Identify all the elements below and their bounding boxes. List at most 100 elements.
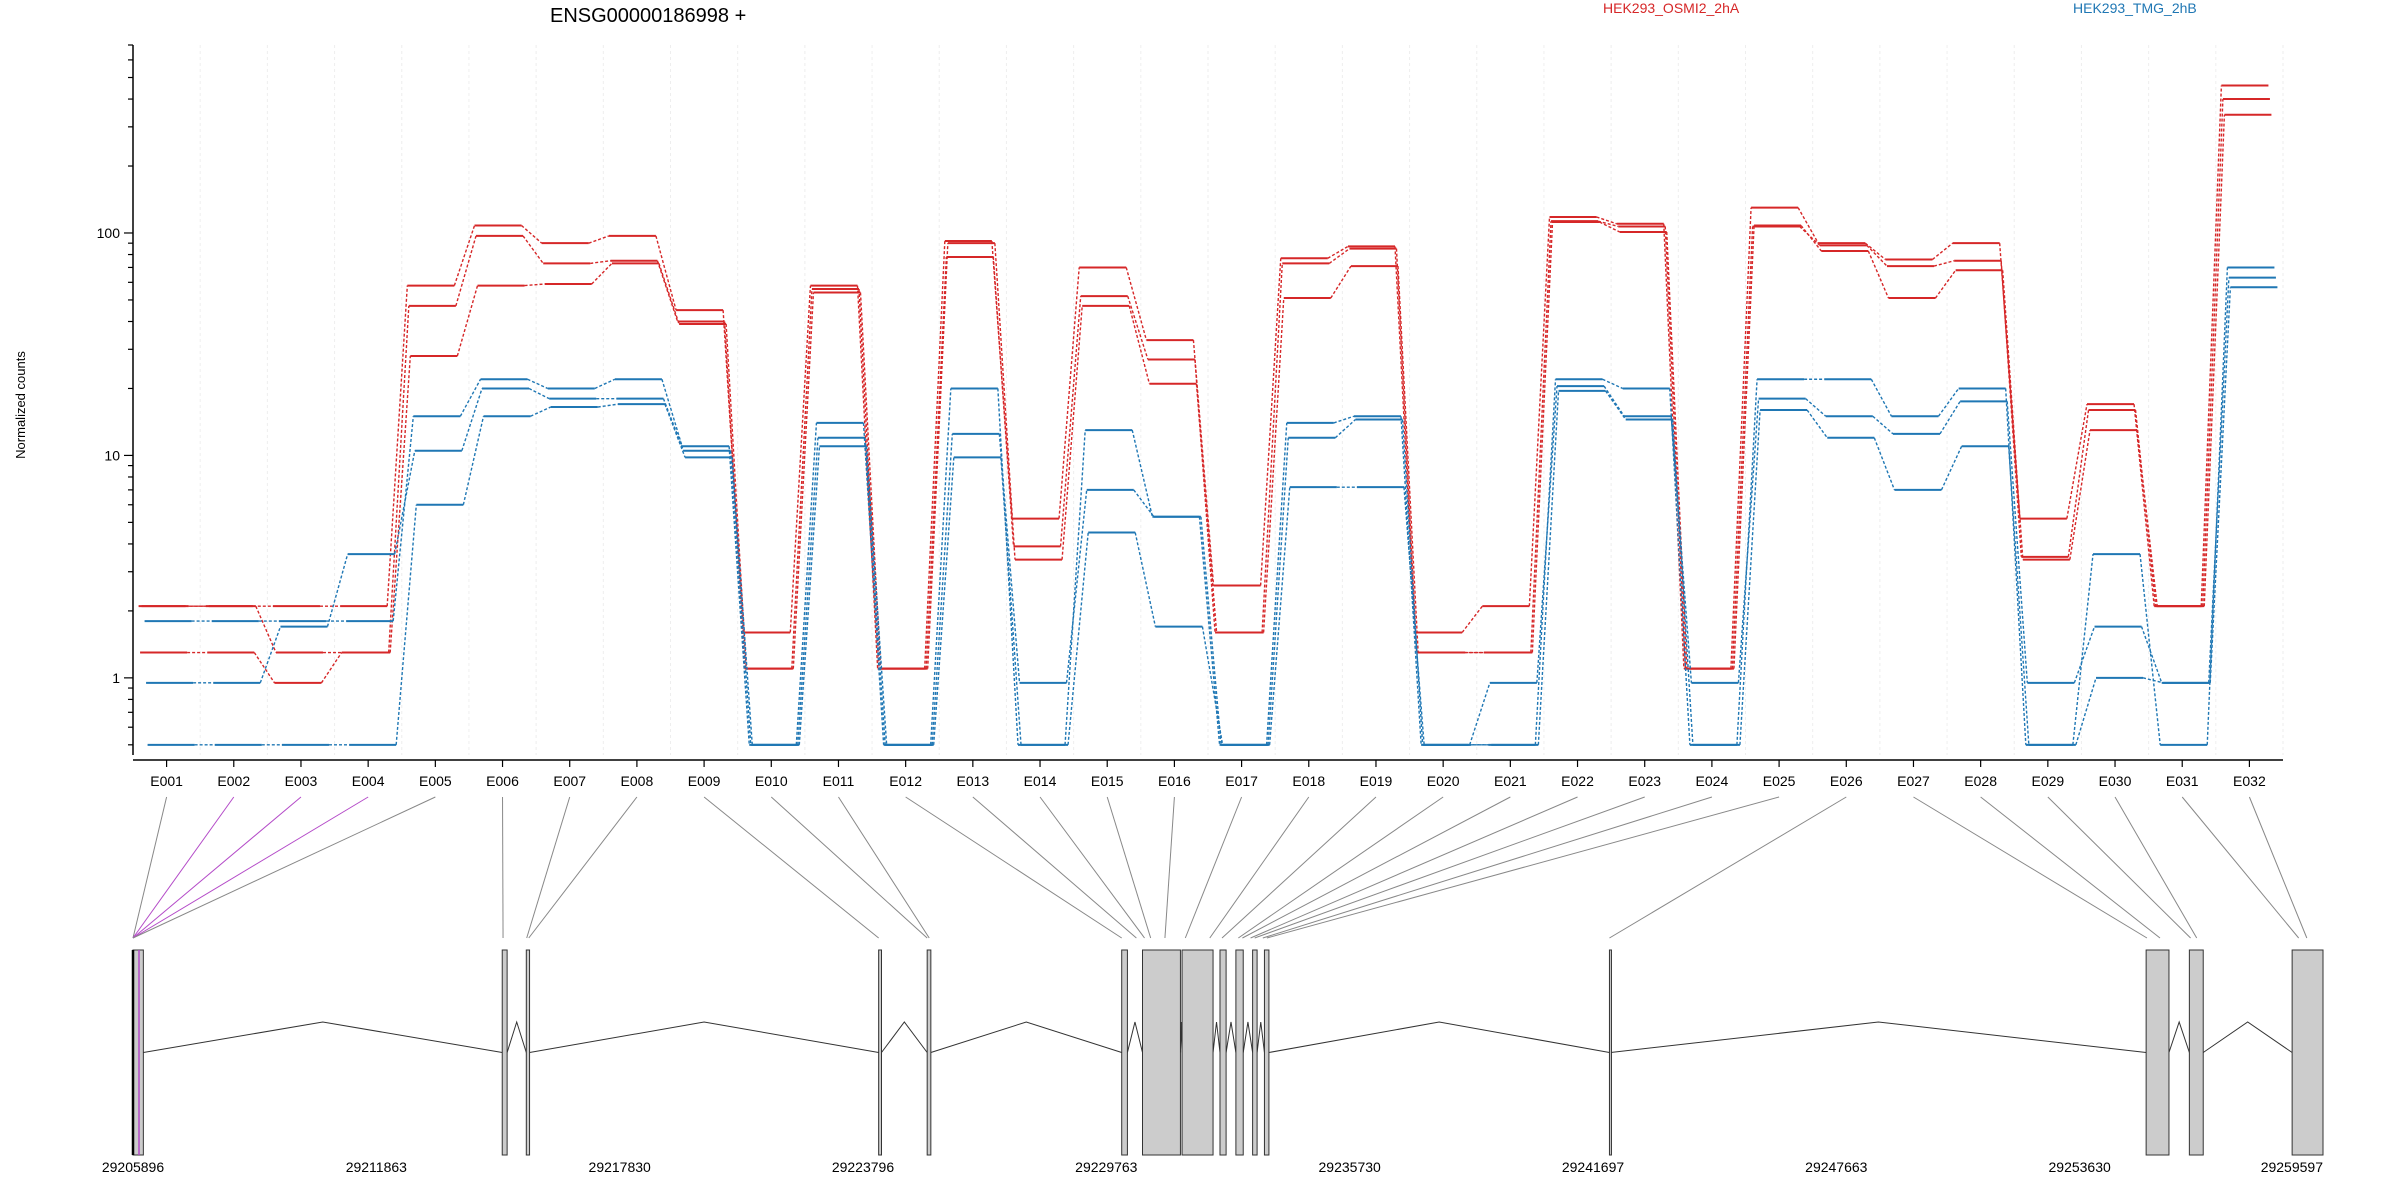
exon-connector — [972, 796, 1137, 939]
exon-connector — [1609, 796, 1847, 939]
exon-block — [132, 949, 144, 1156]
series-connector — [253, 652, 276, 684]
series-connector — [1125, 267, 1148, 341]
exon-connector — [1184, 796, 1243, 939]
exon-connector — [1254, 796, 1645, 939]
series-connector — [1799, 225, 1821, 246]
series-connector — [998, 433, 1021, 683]
x-tick-label: E027 — [1897, 773, 1930, 789]
series-connector — [1739, 409, 1761, 745]
series-HEK293_OSMI2_2hA-2 — [141, 113, 2272, 670]
series-connector — [1599, 221, 1621, 233]
series-connector — [2203, 114, 2226, 607]
x-tick-label: E030 — [2099, 773, 2132, 789]
coordinate-label: 29205896 — [102, 1159, 165, 1175]
series-connector — [1267, 437, 1289, 745]
series-connector — [2139, 554, 2161, 745]
exon-connector — [1106, 796, 1152, 939]
x-tick-label: E031 — [2166, 773, 2199, 789]
series-connector — [2133, 404, 2155, 607]
x-tick-label: E008 — [621, 773, 654, 789]
series-connector — [729, 450, 752, 745]
series-connector — [1666, 231, 1688, 669]
x-tick-label: E028 — [1964, 773, 1997, 789]
series-connector — [1128, 305, 1151, 384]
series-connector — [1669, 388, 1691, 745]
series-connector — [1262, 297, 1285, 633]
exon-connector — [838, 796, 930, 939]
x-tick-label: E013 — [956, 773, 989, 789]
series-connector — [2075, 677, 2097, 746]
series-connector — [1330, 265, 1352, 299]
exon-block — [1608, 949, 1612, 1156]
exon-connector — [770, 796, 928, 939]
intron-line — [1225, 1021, 1237, 1053]
series-connector — [1268, 487, 1291, 745]
series-connector — [1536, 386, 1558, 683]
intron-line — [529, 1021, 879, 1053]
coordinate-label: 29259597 — [2261, 1159, 2324, 1175]
x-tick-label: E010 — [755, 773, 788, 789]
series-connector — [527, 378, 548, 390]
series-connector — [1797, 207, 1819, 244]
exon-connector — [905, 796, 1122, 939]
x-tick-label: E005 — [419, 773, 452, 789]
series-connector — [2202, 99, 2224, 607]
series-connector — [925, 256, 948, 669]
x-tick-label: E026 — [1830, 773, 1863, 789]
series-connector — [1870, 378, 1893, 417]
series-connector — [1200, 516, 1222, 745]
series-connector — [655, 235, 677, 311]
series-connector — [1530, 221, 1552, 653]
x-tick-label: E009 — [688, 773, 721, 789]
exon-connector — [1266, 796, 1780, 939]
series-connector — [1259, 258, 1282, 586]
series-connector — [1873, 437, 1896, 491]
y-axis: 1 10 100 — [97, 44, 134, 755]
exon-connectors — [132, 796, 2308, 939]
exon-connector — [1262, 796, 1713, 939]
series-connector — [789, 285, 812, 633]
grid-lines — [132, 45, 2284, 755]
series-connector — [658, 263, 680, 325]
series-HEK293_TMG_2hB-5 — [147, 286, 2278, 746]
series-connector — [2136, 429, 2158, 607]
exon-connector — [1039, 796, 1145, 939]
coordinate-label: 29223796 — [832, 1159, 895, 1175]
series-connector — [1730, 207, 1752, 669]
series-connector — [1333, 415, 1355, 424]
series-connector — [1672, 419, 1694, 745]
series-connector — [731, 457, 753, 745]
series-connector — [1872, 415, 1894, 435]
series-connector — [1932, 242, 1954, 261]
series-connector — [1134, 532, 1157, 627]
series-connector — [456, 285, 479, 357]
coordinate-label: 29229763 — [1075, 1159, 1138, 1175]
series-connector — [2208, 277, 2230, 683]
series-connector — [1401, 419, 1424, 745]
intron-line — [2168, 1020, 2190, 1053]
series-connector — [1327, 245, 1349, 259]
series-connector — [590, 260, 611, 265]
series-connector — [1866, 244, 1888, 267]
exon-connector — [703, 796, 879, 939]
series-connector — [521, 225, 543, 244]
series-HEK293_TMG_2hB-4 — [146, 276, 2276, 746]
series-connector — [992, 256, 1015, 547]
exon-connector — [2114, 796, 2198, 939]
series-connector — [1940, 445, 1963, 491]
exon-connector — [1221, 796, 1377, 939]
exon-connector — [132, 796, 168, 939]
intron-line — [2202, 1021, 2293, 1053]
series-connector — [795, 422, 818, 745]
series-connector — [1131, 429, 1154, 517]
x-tick-label: E024 — [1696, 773, 1729, 789]
series-connector — [1602, 378, 1623, 390]
series-connector — [392, 416, 415, 622]
series-connector — [792, 292, 815, 669]
intron-line — [1268, 1021, 1610, 1053]
series-connector — [2200, 85, 2223, 607]
series-HEK293_OSMI2_2hA-1 — [140, 98, 2270, 684]
intron-line — [930, 1021, 1122, 1053]
series-connector — [1201, 626, 1224, 745]
